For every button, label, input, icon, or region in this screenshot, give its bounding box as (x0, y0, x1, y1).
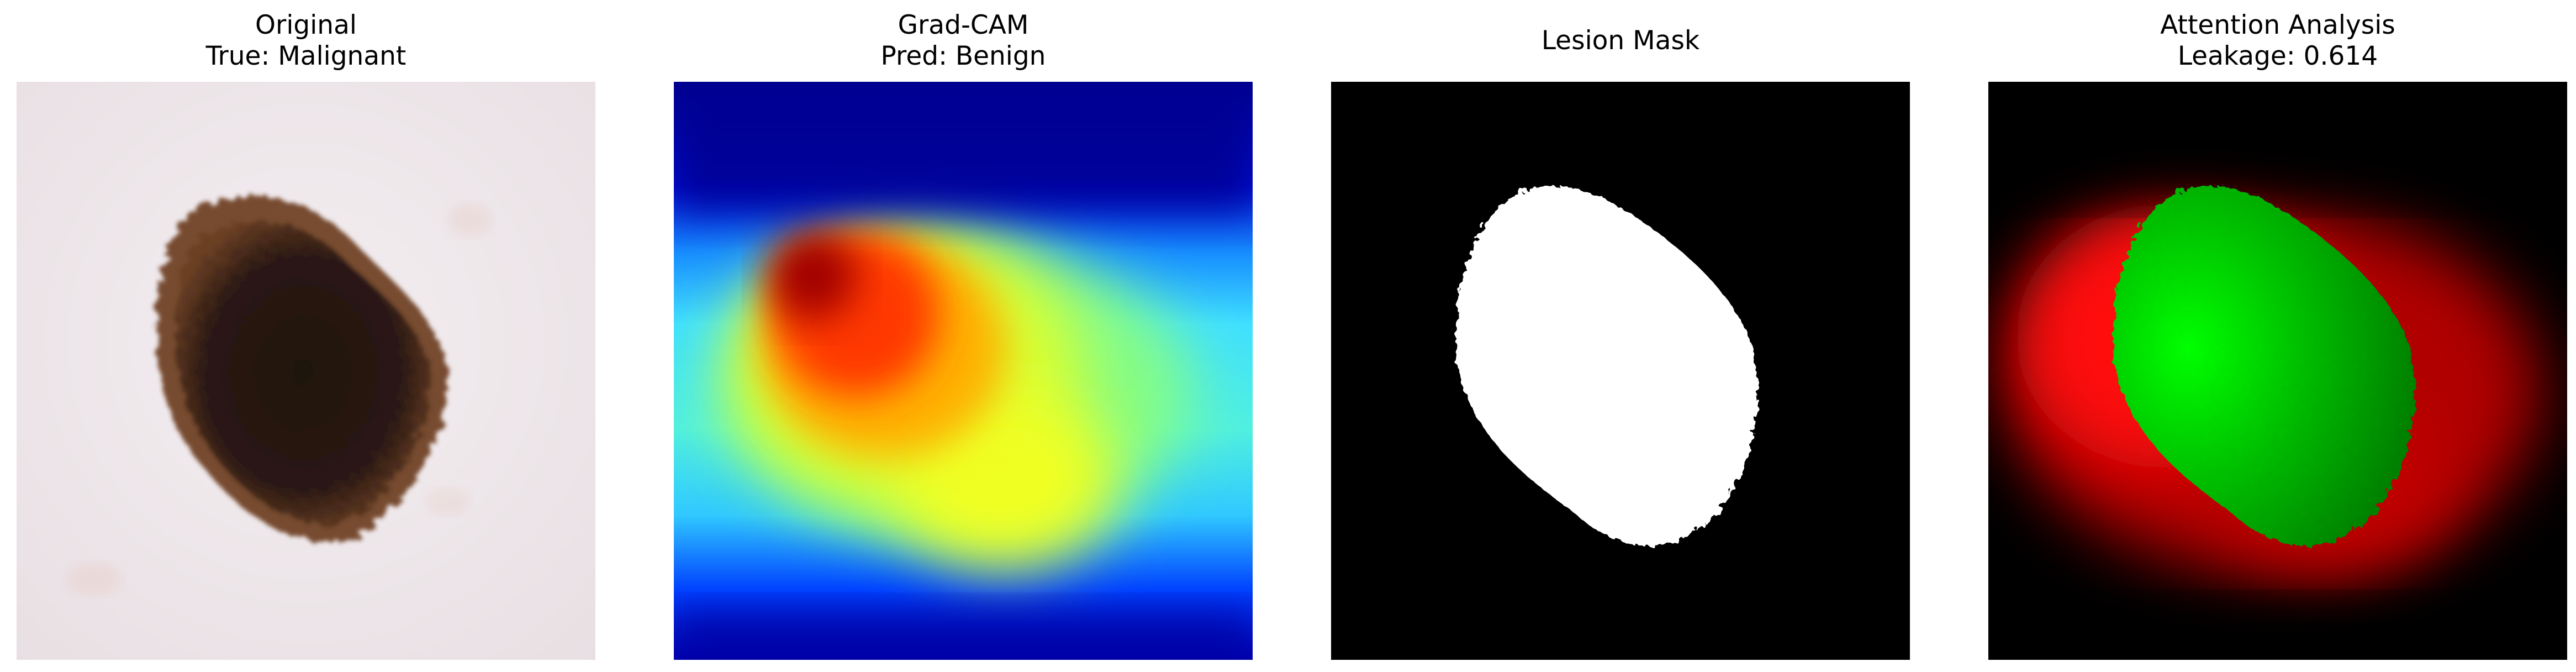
panel-original: Original True: Malignant (17, 0, 595, 672)
gradcam-heatmap (674, 82, 1253, 660)
panel-gradcam: Grad-CAM Pred: Benign (674, 0, 1253, 672)
title-line-1: Grad-CAM (898, 10, 1029, 40)
attention-analysis-overlay (1988, 82, 2567, 660)
panel-title: Lesion Mask (1331, 25, 1910, 56)
title-line-1: Original (255, 10, 357, 40)
lesion-mask-image (1331, 82, 1910, 660)
panel-title: Original True: Malignant (17, 10, 595, 72)
title-line-1: Attention Analysis (2160, 10, 2395, 40)
panel-title: Attention Analysis Leakage: 0.614 (1988, 10, 2567, 72)
title-line-1: Lesion Mask (1541, 25, 1700, 56)
original-dermoscopy-image (17, 82, 595, 660)
title-line-2: Pred: Benign (880, 41, 1046, 71)
panel-title: Grad-CAM Pred: Benign (674, 10, 1253, 72)
panel-lesion-mask: Lesion Mask (1331, 0, 1910, 672)
title-line-2: True: Malignant (205, 41, 407, 71)
panel-attention-analysis: Attention Analysis Leakage: 0.614 (1988, 0, 2567, 672)
title-line-2: Leakage: 0.614 (2177, 41, 2378, 71)
